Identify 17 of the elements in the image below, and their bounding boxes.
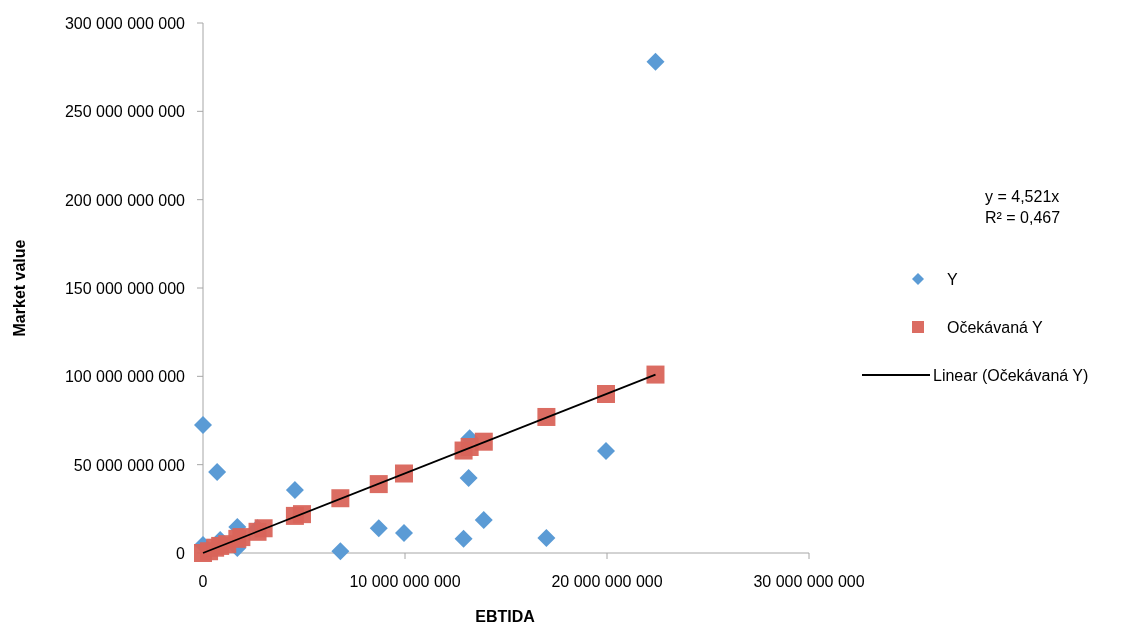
legend-label: Y [947,271,958,288]
x-tick-label: 20 000 000 000 [551,573,663,590]
legend-label: Očekávaná Y [947,319,1044,336]
x-tick-label: 0 [198,573,208,590]
y-tick-label: 200 000 000 000 [64,191,186,209]
y-tick-label: 0 [176,545,186,562]
text: y = 4,521x R² = 0,467 [985,188,1061,226]
y-axis-title: Market value [11,239,28,337]
legend-label: Linear (Očekávaná Y) [933,367,1089,384]
y-tick-label: 150 000 000 000 [64,280,186,297]
y-tick-label: 100 000 000 000 [64,368,186,386]
x-axis-title: EBTIDA [475,608,536,624]
y-tick-label: 50 000 000 000 [73,456,186,474]
x-tick-label: 30 000 000 000 [753,573,865,590]
y-tick-label: 300 000 000 000 [64,15,186,32]
x-tick-label: 10 000 000 000 [349,573,461,590]
y-tick-label: 250 000 000 000 [64,103,186,121]
